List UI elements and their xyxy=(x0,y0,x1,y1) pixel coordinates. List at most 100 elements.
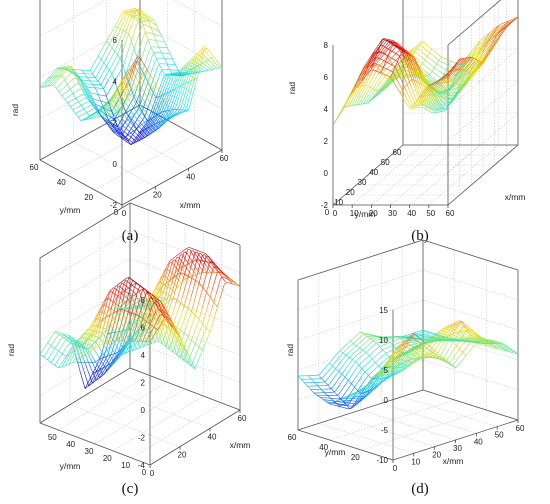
surface-line xyxy=(115,112,118,114)
surface-line xyxy=(458,58,463,63)
surface-line xyxy=(423,53,428,57)
surface-line xyxy=(100,344,104,347)
surface-line xyxy=(124,283,128,293)
surface-line xyxy=(197,71,200,73)
surface-line xyxy=(440,92,445,96)
surface-line xyxy=(149,32,153,34)
surface-line xyxy=(107,123,111,126)
surface-line xyxy=(391,69,395,74)
surface-line xyxy=(412,103,417,108)
surface-line xyxy=(472,48,476,53)
surface-line xyxy=(466,71,469,73)
surface-line xyxy=(455,79,459,83)
surface-line xyxy=(443,102,447,107)
surface-line xyxy=(165,312,169,316)
surface-line xyxy=(189,351,193,358)
surface-line xyxy=(390,76,394,82)
surface-line xyxy=(485,36,488,40)
surface-line xyxy=(501,27,504,30)
surface-line xyxy=(111,288,115,294)
surface-line xyxy=(481,53,486,57)
surface-line xyxy=(419,68,423,73)
surface-line xyxy=(457,87,461,93)
surface-line xyxy=(135,86,139,92)
surface-line xyxy=(152,39,155,41)
surface-line xyxy=(64,68,68,71)
surface-line xyxy=(160,330,164,339)
surface-line xyxy=(185,63,189,72)
surface-line xyxy=(130,125,134,130)
surface-line xyxy=(120,336,124,344)
surface-line xyxy=(105,315,109,318)
surface-line xyxy=(132,104,136,110)
surface-line xyxy=(139,106,142,111)
surface-line xyxy=(68,359,72,365)
surface-line xyxy=(146,78,150,83)
surface-line xyxy=(98,94,102,96)
surface-line xyxy=(390,72,393,78)
surface-line xyxy=(178,85,181,88)
surface-line xyxy=(101,313,105,323)
surface-line xyxy=(386,68,391,71)
surface-line xyxy=(109,30,113,36)
surface-line xyxy=(80,372,84,381)
surface-line xyxy=(357,77,360,82)
surface-line xyxy=(63,354,67,357)
surface-line xyxy=(180,67,184,70)
surface-line xyxy=(108,308,112,319)
surface-line xyxy=(42,347,45,351)
surface-line xyxy=(398,62,403,66)
surface-line xyxy=(414,48,418,52)
surface-plot-b: 0 10 20 30 40 50 60 0 10 20 30 40 50 60 -2 0 2 4 6 8 x/mm y/m… xyxy=(275,0,550,225)
surface-line xyxy=(174,274,178,283)
surface-line xyxy=(83,86,86,91)
surface-line xyxy=(475,44,479,49)
surface-line xyxy=(126,119,129,122)
surface-line xyxy=(167,333,171,341)
surface-line xyxy=(433,72,438,76)
surface-line xyxy=(135,52,138,59)
surface-line xyxy=(125,11,129,18)
surface-line xyxy=(447,93,451,98)
surface-line xyxy=(444,76,449,79)
surface-line xyxy=(473,72,476,76)
surface-line xyxy=(126,79,130,85)
surface-line xyxy=(386,61,390,64)
surface-line xyxy=(148,91,152,96)
surface-line xyxy=(100,368,104,373)
surface-line xyxy=(55,76,59,80)
surface-line xyxy=(384,49,389,54)
surface-line xyxy=(161,88,165,96)
surface-line xyxy=(186,97,190,108)
surface-line xyxy=(152,127,156,131)
surface-line xyxy=(477,62,481,67)
surface-line xyxy=(91,113,94,116)
surface-line xyxy=(79,342,83,348)
surface-line xyxy=(85,364,89,371)
surface-line xyxy=(205,305,209,314)
surface-line xyxy=(148,293,152,298)
surface-line xyxy=(387,51,391,57)
z-tick-label: 0 xyxy=(113,160,118,169)
surface-line xyxy=(93,85,97,90)
surface-line xyxy=(109,99,113,102)
surface-line xyxy=(417,72,420,76)
surface-line xyxy=(171,115,175,117)
surface-line xyxy=(473,64,478,69)
surface-line xyxy=(368,86,371,88)
surface-line xyxy=(389,40,393,44)
surface-line xyxy=(370,87,373,89)
surface-line xyxy=(463,60,467,65)
surface-line xyxy=(468,61,473,67)
surface-line xyxy=(367,56,371,62)
surface-line xyxy=(389,81,392,85)
surface-line xyxy=(70,347,74,352)
surface-line xyxy=(441,66,445,69)
surface-line xyxy=(192,280,196,290)
surface-line xyxy=(468,72,473,77)
surface-line xyxy=(423,95,427,100)
surface-line xyxy=(147,126,151,130)
surface-line xyxy=(193,262,197,271)
surface-line xyxy=(72,109,76,113)
surface-line xyxy=(160,310,164,313)
